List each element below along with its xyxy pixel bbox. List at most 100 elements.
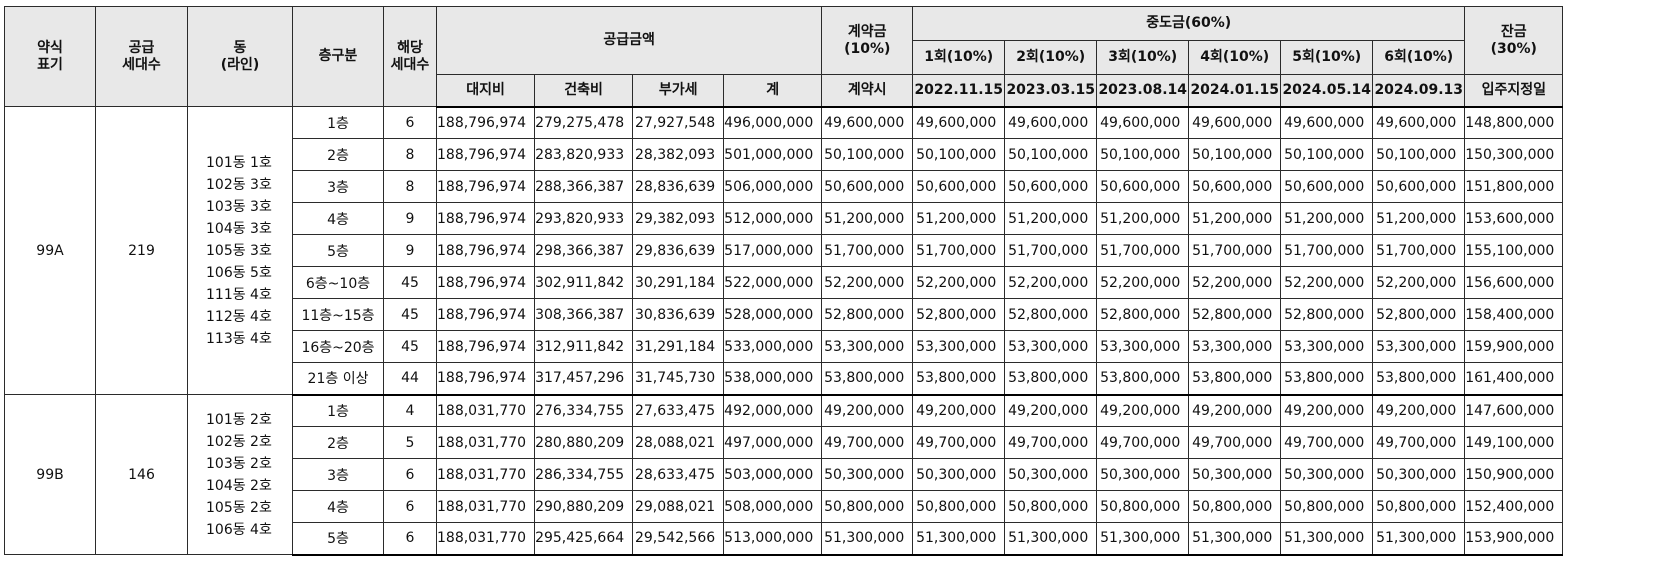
cell-vat: 30,836,639: [632, 298, 725, 331]
cell-interim: 50,300,000: [1004, 458, 1098, 491]
cell-vat: 27,633,475: [632, 394, 725, 427]
building-line: 106동 4호: [206, 521, 272, 538]
cell-floor: 5층: [292, 234, 384, 267]
cell-units: 45: [383, 266, 437, 299]
cell-interim: 49,600,000: [912, 106, 1006, 139]
header-interim-installment: 5회(10%): [1280, 40, 1374, 75]
cell-balance: 153,900,000: [1464, 522, 1564, 556]
header-supply-units-label: 공급 세대수: [122, 39, 161, 73]
cell-interim: 50,300,000: [1096, 458, 1190, 491]
cell-deposit: 50,300,000: [821, 458, 914, 491]
cell-floor: 4층: [292, 202, 384, 235]
cell-units: 8: [383, 138, 437, 171]
cell-land: 188,796,974: [435, 106, 536, 139]
cell-supply-units: 146: [95, 394, 188, 555]
cell-construction: 280,880,209: [534, 426, 634, 459]
cell-interim: 52,800,000: [912, 298, 1006, 331]
cell-vat: 31,291,184: [632, 330, 725, 363]
table-row: 3층 6 188,031,770 286,334,755 28,633,475 503,0…: [5, 458, 1564, 491]
cell-total: 497,000,000: [723, 426, 823, 459]
cell-balance: 156,600,000: [1464, 266, 1564, 299]
cell-interim: 50,100,000: [1280, 138, 1374, 171]
cell-interim: 50,800,000: [1188, 490, 1282, 523]
cell-land: 188,796,974: [435, 170, 536, 203]
header-land: 대지비: [435, 74, 536, 108]
cell-deposit: 49,700,000: [821, 426, 914, 459]
cell-interim: 50,800,000: [1280, 490, 1374, 523]
cell-interim: 50,100,000: [912, 138, 1006, 171]
cell-interim: 50,800,000: [1372, 490, 1466, 523]
cell-floor: 11층~15층: [292, 298, 384, 331]
cell-supply-units: 219: [95, 106, 188, 395]
cell-units: 6: [383, 106, 437, 139]
building-line: 104동 2호: [206, 477, 272, 494]
cell-floor: 6층~10층: [292, 266, 384, 299]
cell-interim: 51,700,000: [1096, 234, 1190, 267]
cell-interim: 50,600,000: [1096, 170, 1190, 203]
cell-interim: 51,200,000: [1280, 202, 1374, 235]
cell-deposit: 49,600,000: [821, 106, 914, 139]
cell-interim: 53,800,000: [1280, 362, 1374, 396]
cell-code: 99B: [4, 394, 96, 555]
cell-interim: 52,200,000: [1096, 266, 1190, 299]
cell-deposit: 51,700,000: [821, 234, 914, 267]
cell-land: 188,796,974: [435, 234, 536, 267]
cell-interim: 49,200,000: [1372, 394, 1466, 427]
cell-total: 503,000,000: [723, 458, 823, 491]
cell-interim: 51,300,000: [1280, 522, 1374, 556]
cell-interim: 49,600,000: [1004, 106, 1098, 139]
cell-floor: 1층: [292, 106, 384, 139]
cell-units: 6: [383, 490, 437, 523]
header-interim-installment: 4회(10%): [1188, 40, 1282, 75]
header-building: 동 (라인): [187, 6, 293, 107]
cell-interim: 52,200,000: [1372, 266, 1466, 299]
cell-construction: 317,457,296: [534, 362, 634, 396]
header-interim-date: 2024.09.13: [1372, 74, 1466, 108]
cell-units: 9: [383, 202, 437, 235]
header-interim-date: 2023.08.14: [1096, 74, 1190, 108]
cell-units: 4: [383, 394, 437, 427]
cell-construction: 312,911,842: [534, 330, 634, 363]
cell-land: 188,796,974: [435, 362, 536, 396]
cell-land: 188,796,974: [435, 330, 536, 363]
cell-interim: 49,700,000: [1280, 426, 1374, 459]
cell-total: 512,000,000: [723, 202, 823, 235]
cell-interim: 50,800,000: [912, 490, 1006, 523]
cell-construction: 293,820,933: [534, 202, 634, 235]
cell-floor: 4층: [292, 490, 384, 523]
cell-interim: 53,300,000: [1280, 330, 1374, 363]
cell-interim: 52,800,000: [1372, 298, 1466, 331]
cell-deposit: 50,100,000: [821, 138, 914, 171]
header-interim-installment: 6회(10%): [1372, 40, 1466, 75]
cell-balance: 161,400,000: [1464, 362, 1564, 396]
cell-interim: 52,200,000: [912, 266, 1006, 299]
cell-floor: 3층: [292, 458, 384, 491]
cell-units: 8: [383, 170, 437, 203]
header-units: 해당 세대수: [383, 6, 437, 107]
cell-interim: 53,800,000: [912, 362, 1006, 396]
header-balance: 잔금 (30%): [1464, 6, 1564, 75]
header-supply-amount: 공급금액: [435, 6, 823, 75]
table-row: 5층 9 188,796,974 298,366,387 29,836,639 517,0…: [5, 234, 1564, 267]
cell-construction: 283,820,933: [534, 138, 634, 171]
cell-total: 528,000,000: [723, 298, 823, 331]
cell-interim: 49,200,000: [1004, 394, 1098, 427]
cell-construction: 298,366,387: [534, 234, 634, 267]
cell-land: 188,031,770: [435, 394, 536, 427]
header-deposit-label: 계약금 (10%): [844, 23, 891, 57]
cell-balance: 152,400,000: [1464, 490, 1564, 523]
table-body: 99A 219 101동 1호 102동 3호 103동 3호 104동 3호 105동 3…: [4, 106, 1564, 556]
header-interim-installment: 1회(10%): [912, 40, 1006, 75]
cell-interim: 50,300,000: [1280, 458, 1374, 491]
cell-interim: 53,300,000: [1004, 330, 1098, 363]
cell-total: 496,000,000: [723, 106, 823, 139]
cell-floor: 2층: [292, 138, 384, 171]
cell-interim: 51,700,000: [1188, 234, 1282, 267]
cell-balance: 153,600,000: [1464, 202, 1564, 235]
table-row: 11층~15층 45 188,796,974 308,366,387 30,836,63…: [5, 298, 1564, 331]
cell-construction: 286,334,755: [534, 458, 634, 491]
building-line: 104동 3호: [206, 220, 272, 237]
header-interim: 중도금(60%): [912, 6, 1466, 41]
cell-interim: 49,600,000: [1280, 106, 1374, 139]
cell-balance: 147,600,000: [1464, 394, 1564, 427]
